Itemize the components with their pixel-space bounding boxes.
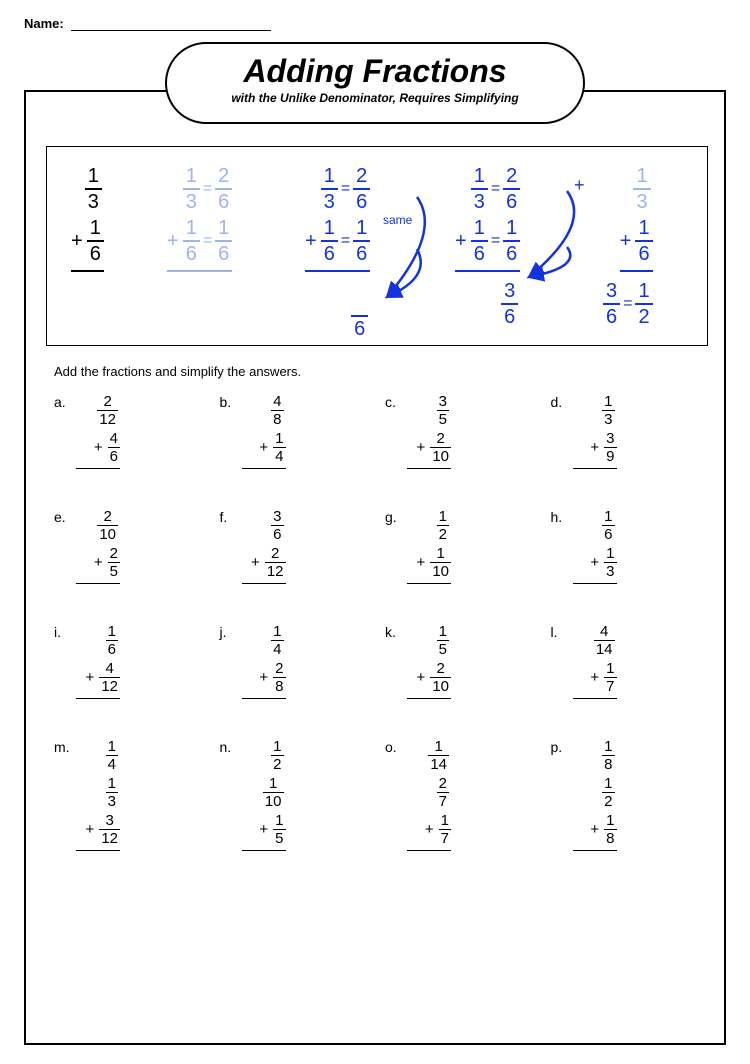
plus-sign: + [590,821,599,838]
problem-stack: 16+13 [573,507,617,584]
plus-sign: + [86,821,95,838]
problem-label: e. [54,507,76,525]
problem-label: g. [385,507,407,525]
problem-stack: 212+46 [76,392,120,469]
example-column-1: 13+16 [71,163,104,272]
problem-stack: 36+212 [242,507,286,584]
name-label: Name: [24,16,64,31]
plus-sign: + [425,821,434,838]
problem-p: p. 1812+18 [543,737,709,851]
problem-stack: 210+25 [76,507,120,584]
problem-h: h. 16+13 [543,507,709,584]
problem-stack: 1413+312 [76,737,120,851]
plus-sign: + [259,439,268,456]
svg-text:+: + [574,175,585,195]
problem-label: b. [220,392,242,410]
problem-stack: 15+210 [407,622,451,699]
plus-sign: + [417,554,426,571]
problem-i: i. 16+412 [46,622,212,699]
plus-sign: + [86,669,95,686]
problem-label: m. [54,737,76,755]
problem-label: o. [385,737,407,755]
problem-stack: 35+210 [407,392,451,469]
problem-label: i. [54,622,76,640]
plus-sign: + [417,439,426,456]
problem-label: f. [220,507,242,525]
problem-d: d. 13+39 [543,392,709,469]
problem-label: k. [385,622,407,640]
plus-sign: + [259,669,268,686]
problem-l: l. 414+17 [543,622,709,699]
problem-o: o. 11427+17 [377,737,543,851]
problem-stack: 14+28 [242,622,286,699]
instruction-text: Add the fractions and simplify the answe… [54,364,301,379]
problem-stack: 11427+17 [407,737,451,851]
problem-j: j. 14+28 [212,622,378,699]
problem-e: e. 210+25 [46,507,212,584]
problem-label: l. [551,622,573,640]
worksheet-border: 13+16 13=26+16=16 13=26+16=16 6 same 13=26+1… [24,90,726,1045]
problem-stack: 13+39 [573,392,617,469]
plus-sign: + [251,554,260,571]
problem-label: a. [54,392,76,410]
problem-stack: 12110+15 [242,737,286,851]
example-column-5: 13+1636=12 [603,163,653,330]
problem-label: j. [220,622,242,640]
problem-stack: 16+412 [76,622,120,699]
problem-m: m. 1413+312 [46,737,212,851]
problem-n: n. 12110+15 [212,737,378,851]
problem-stack: 48+14 [242,392,286,469]
example-column-4: 13=26+16=1636 [455,163,520,330]
problem-label: h. [551,507,573,525]
problem-f: f. 36+212 [212,507,378,584]
name-line[interactable] [71,18,271,31]
example-column-3: 13=26+16=16 6 [305,163,370,342]
problem-grid: a. 212+46 b. 48+14 c. 35+210 d. 13+39 e.… [46,392,708,851]
plus-sign: + [94,439,103,456]
problem-stack: 414+17 [573,622,617,699]
problem-stack: 12+110 [407,507,451,584]
problem-c: c. 35+210 [377,392,543,469]
same-label: same [383,213,412,227]
problem-b: b. 48+14 [212,392,378,469]
name-field: Name: [24,16,271,31]
plus-sign: + [590,669,599,686]
page-title: Adding Fractions [167,54,583,89]
plus-sign: + [94,554,103,571]
problem-g: g. 12+110 [377,507,543,584]
plus-sign: + [259,821,268,838]
problem-label: p. [551,737,573,755]
problem-k: k. 15+210 [377,622,543,699]
problem-label: n. [220,737,242,755]
example-column-2: 13=26+16=16 [167,163,232,272]
plus-sign: + [590,554,599,571]
example-diagram: 13+16 13=26+16=16 13=26+16=16 6 same 13=26+1… [47,147,707,345]
problem-label: c. [385,392,407,410]
plus-sign: + [590,439,599,456]
title-box: Adding Fractions with the Unlike Denomin… [165,42,585,124]
example-box: 13+16 13=26+16=16 13=26+16=16 6 same 13=26+1… [46,146,708,346]
plus-sign: + [417,669,426,686]
problem-label: d. [551,392,573,410]
page-subtitle: with the Unlike Denominator, Requires Si… [167,91,583,105]
problem-stack: 1812+18 [573,737,617,851]
problem-a: a. 212+46 [46,392,212,469]
